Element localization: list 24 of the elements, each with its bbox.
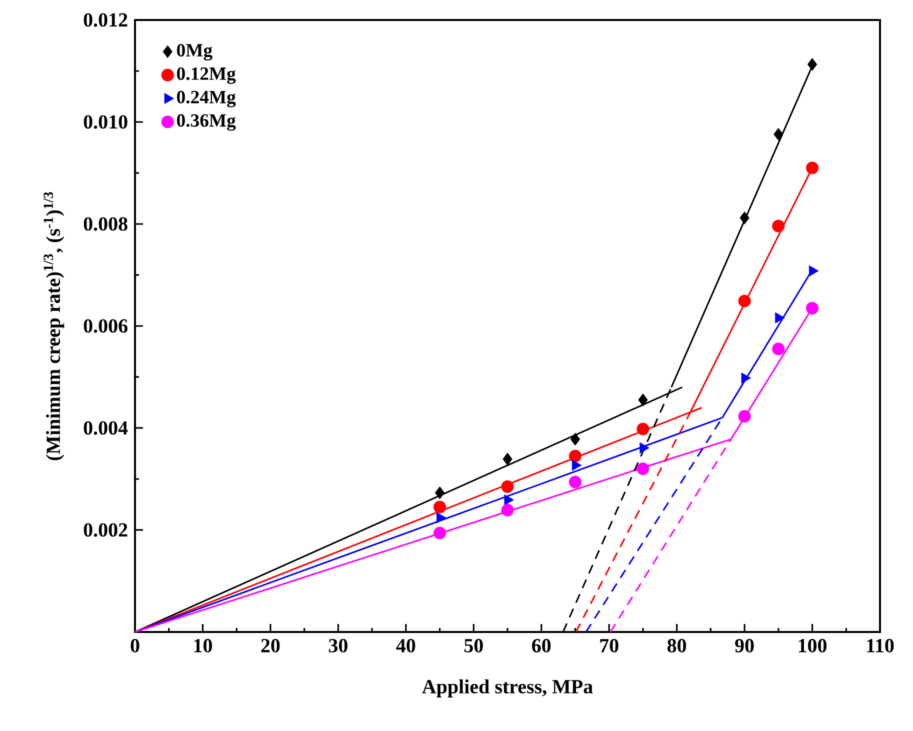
legend-label: 0Mg (177, 44, 212, 60)
x-tick-label: 80 (667, 638, 686, 652)
x-tick-label: 0 (130, 638, 140, 652)
y-tick-label: 0.004 (84, 421, 128, 435)
x-tick-label: 110 (867, 638, 894, 652)
x-tick-label: 10 (194, 638, 212, 652)
y-tick-label: 0.006 (84, 319, 128, 333)
x-tick-label: 30 (328, 638, 348, 652)
y-tick-label: 0.010 (84, 115, 128, 129)
x-tick-label: 100 (798, 638, 827, 652)
x-tick-label: 20 (261, 638, 280, 652)
x-tick-label: 40 (396, 638, 416, 652)
legend-label: 0.12Mg (177, 67, 236, 84)
x-tick-label: 70 (600, 638, 618, 652)
legend-label: 0.24Mg (177, 90, 236, 108)
x-axis-title: Applied stress, MPa (422, 679, 593, 698)
x-tick-label: 90 (735, 638, 754, 652)
x-tick-label: 50 (464, 638, 483, 652)
y-tick-label: 0.002 (84, 523, 128, 537)
y-tick-label: 0.008 (84, 217, 128, 231)
legend-label: 0.36Mg (177, 114, 236, 131)
y-tick-label: 0.012 (84, 13, 128, 27)
y-axis-title: (Minimum creep rate)$^{1/3}$, (s$^{-1}$)$^{1/3}$ (44, 192, 64, 460)
x-tick-label: 60 (532, 638, 551, 652)
